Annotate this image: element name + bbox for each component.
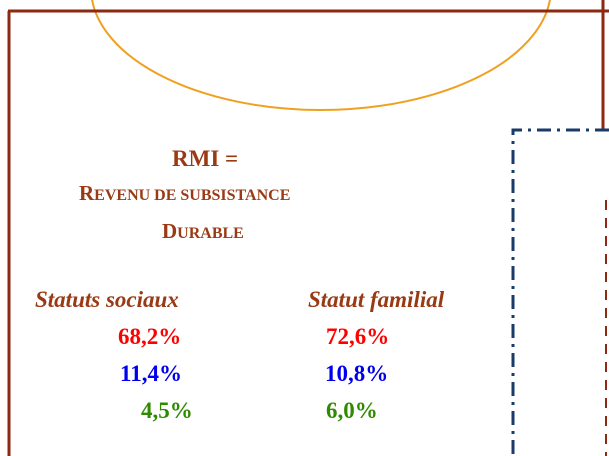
value: 4,5% (141, 398, 193, 423)
title: RMI = (172, 146, 239, 171)
arc (91, 0, 551, 111)
value: 10,8% (325, 361, 389, 386)
subtitle-line: DURABLE (162, 219, 244, 243)
dashed-box (511, 128, 609, 456)
column-heading: Statut familial (308, 287, 445, 312)
value: 72,6% (326, 324, 390, 349)
column-heading: Statuts sociaux (35, 287, 179, 312)
value: 6,0% (326, 398, 378, 423)
value: 11,4% (120, 361, 182, 386)
subtitle-line: REVENU DE SUBSISTANCE (79, 181, 291, 205)
value: 68,2% (118, 324, 182, 349)
